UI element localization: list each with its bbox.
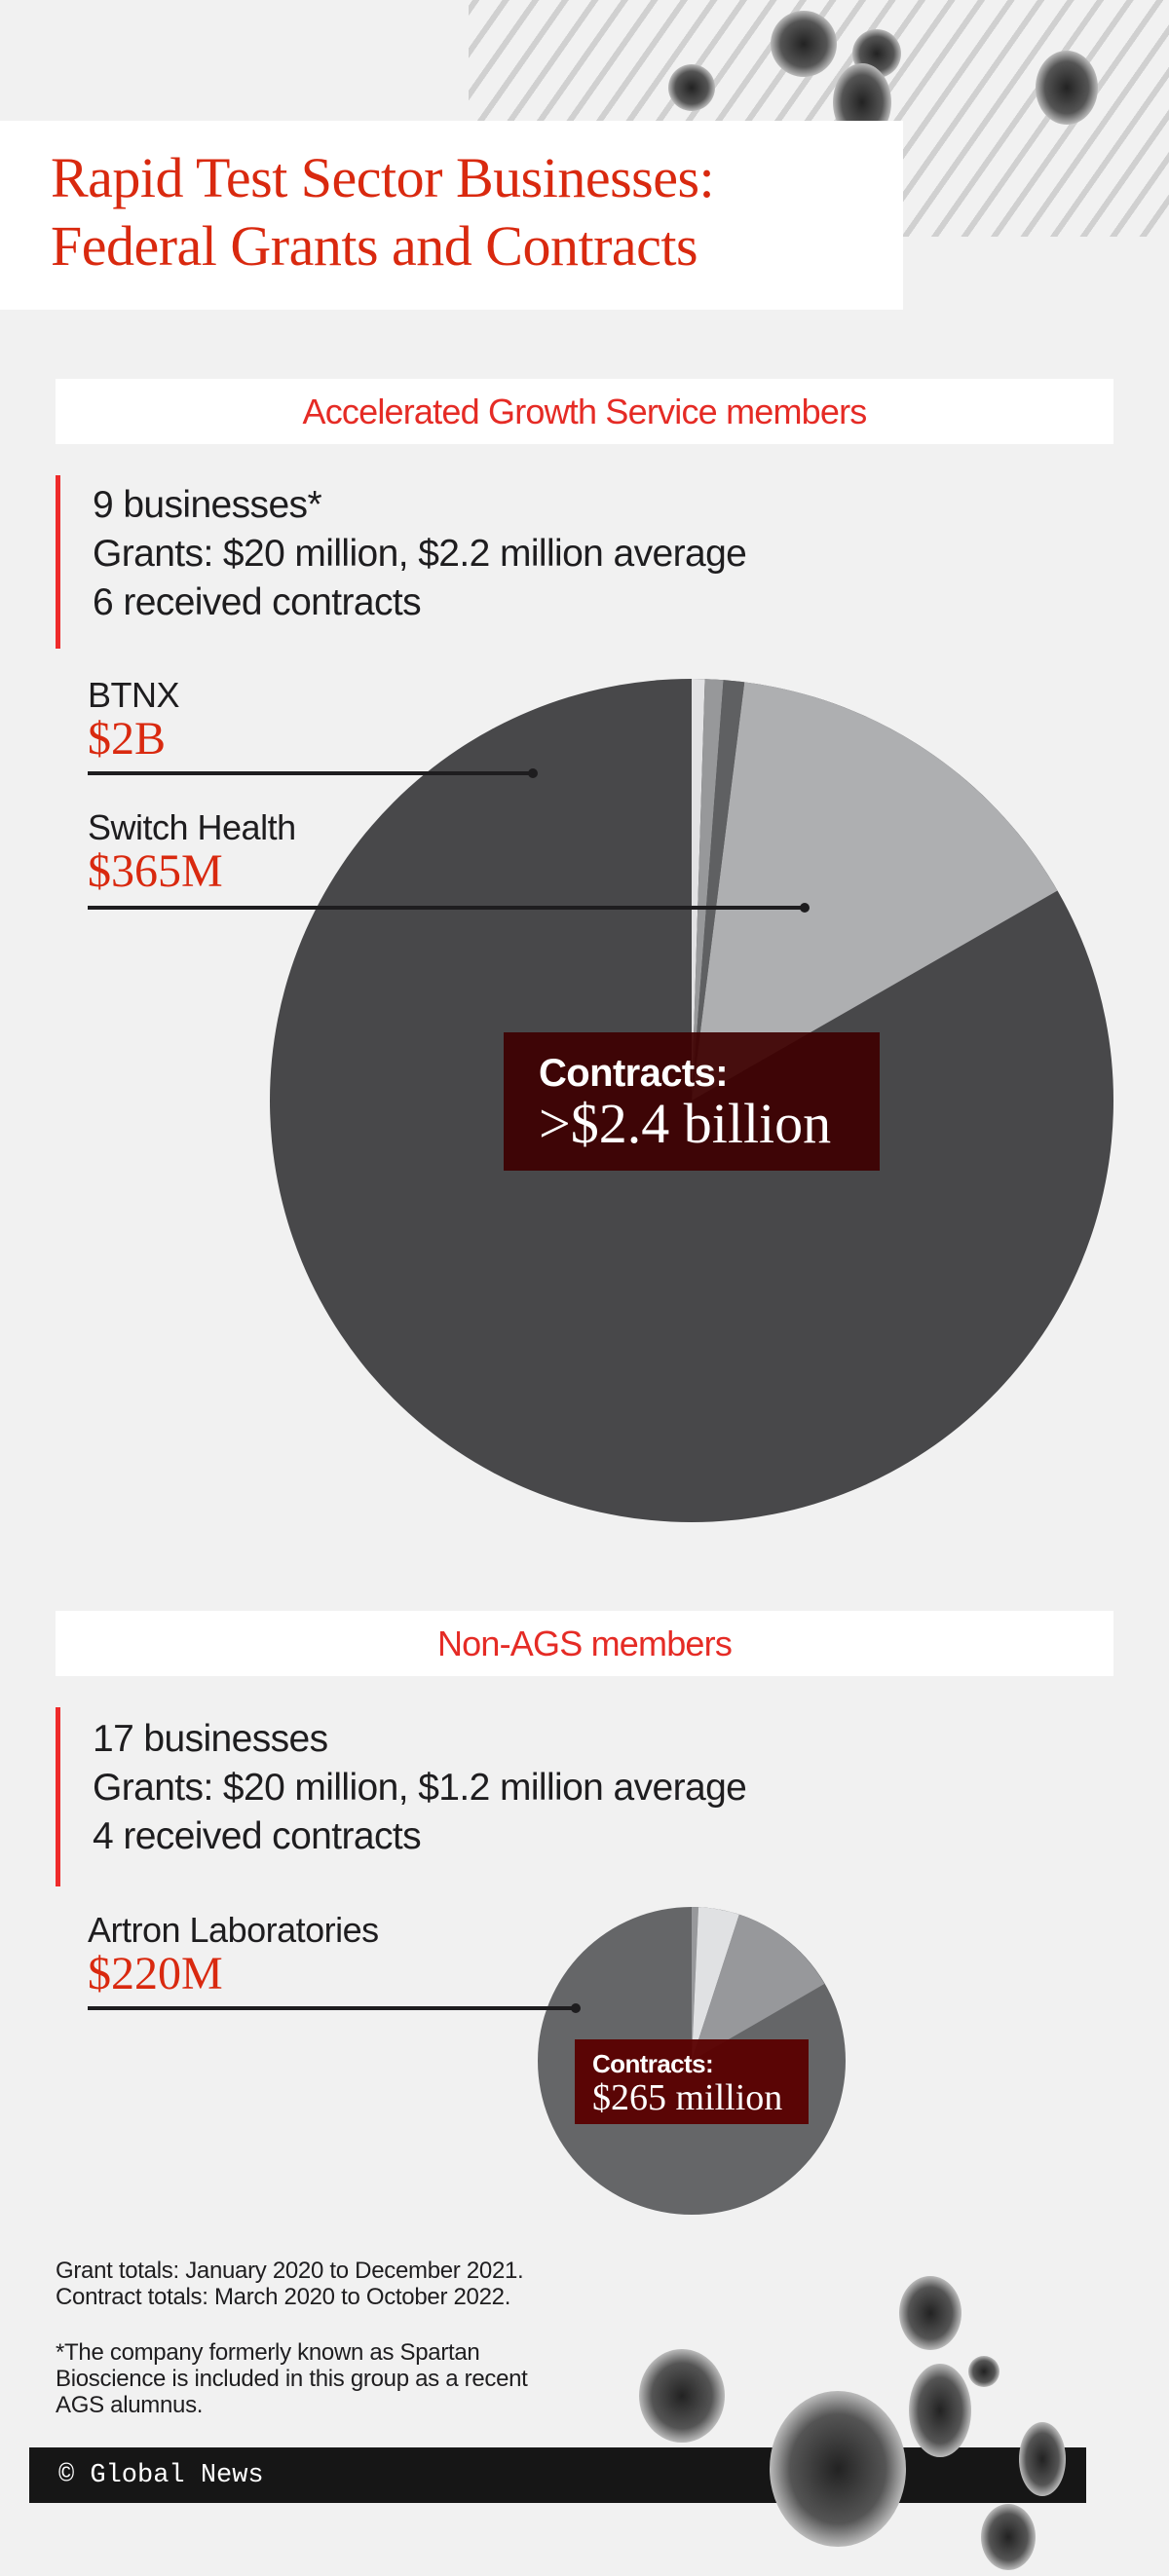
footnote-line: AGS alumnus. [56, 2392, 204, 2418]
credit-text: © Global News [58, 2460, 264, 2490]
callout-name: Switch Health [88, 807, 296, 847]
virus-icon [770, 2391, 906, 2547]
callout-artron: Artron Laboratories $220M [88, 1911, 379, 1998]
contracts-total: $265 million [592, 2077, 783, 2118]
virus-icon [909, 2364, 971, 2457]
virus-icon [639, 2349, 725, 2443]
virus-icon [771, 11, 837, 77]
virus-icon [899, 2276, 962, 2350]
slice-other-c [692, 1914, 825, 2061]
contracts-total-box-non-ags: Contracts: $265 million [575, 2039, 809, 2124]
leader-dot-artron [571, 2003, 581, 2013]
footnote: *The company formerly known as Spartan B… [56, 2339, 528, 2418]
callout-value: $220M [88, 1948, 223, 1999]
title-box: Rapid Test Sector Businesses: Federal Gr… [0, 121, 903, 310]
slice-other-2 [692, 679, 724, 1101]
contracts-label: Contracts: [592, 2049, 714, 2078]
callout-btnx: BTNX $2B [88, 675, 180, 765]
callout-switch-health: Switch Health $365M [88, 808, 296, 896]
virus-icon [668, 64, 715, 111]
summary-businesses: 17 businesses [93, 1718, 328, 1760]
summary-grants: Grants: $20 million, $1.2 million averag… [93, 1767, 747, 1809]
slice-other-3 [692, 680, 745, 1101]
leader-dot-switch-health [800, 903, 810, 913]
callout-name: BTNX [88, 675, 180, 715]
title-line-1: Rapid Test Sector Businesses: [51, 146, 715, 209]
date-range-notes: Grant totals: January 2020 to December 2… [56, 2258, 524, 2310]
summary-contracts: 6 received contracts [93, 581, 422, 623]
slice-other-b [692, 1907, 739, 2061]
leader-dot-btnx [528, 768, 538, 778]
callout-value: $2B [88, 713, 167, 765]
slice-switch-health [692, 682, 1058, 1101]
contracts-total: >$2.4 billion [539, 1092, 832, 1155]
summary-ags: 9 businesses* Grants: $20 million, $2.2 … [56, 475, 747, 649]
page-title: Rapid Test Sector Businesses: Federal Gr… [51, 144, 715, 280]
summary-contracts: 4 received contracts [93, 1815, 422, 1857]
contracts-label: Contracts: [539, 1052, 729, 1095]
slice-other-a [692, 1907, 698, 2061]
section-header-non-ags: Non-AGS members [56, 1611, 1113, 1676]
slice-other-1 [692, 678, 705, 1101]
title-line-2: Federal Grants and Contracts [51, 214, 698, 278]
callout-name: Artron Laboratories [88, 1910, 379, 1950]
summary-non-ags: 17 businesses Grants: $20 million, $1.2 … [56, 1707, 747, 1886]
summary-grants: Grants: $20 million, $2.2 million averag… [93, 533, 747, 575]
virus-icon [981, 2504, 1036, 2570]
virus-icon [968, 2356, 999, 2387]
section-header-ags: Accelerated Growth Service members [56, 379, 1113, 444]
callout-value: $365M [88, 845, 223, 897]
footer-credit-bar: © Global News [29, 2447, 1086, 2503]
note-grant-totals: Grant totals: January 2020 to December 2… [56, 2258, 524, 2284]
virus-icon [1036, 51, 1098, 125]
footnote-line: Bioscience is included in this group as … [56, 2366, 528, 2392]
virus-icon [1019, 2422, 1066, 2496]
summary-businesses: 9 businesses* [93, 484, 322, 526]
footnote-line: *The company formerly known as Spartan [56, 2339, 480, 2366]
note-contract-totals: Contract totals: March 2020 to October 2… [56, 2284, 511, 2310]
contracts-total-box-ags: Contracts: >$2.4 billion [504, 1032, 880, 1171]
